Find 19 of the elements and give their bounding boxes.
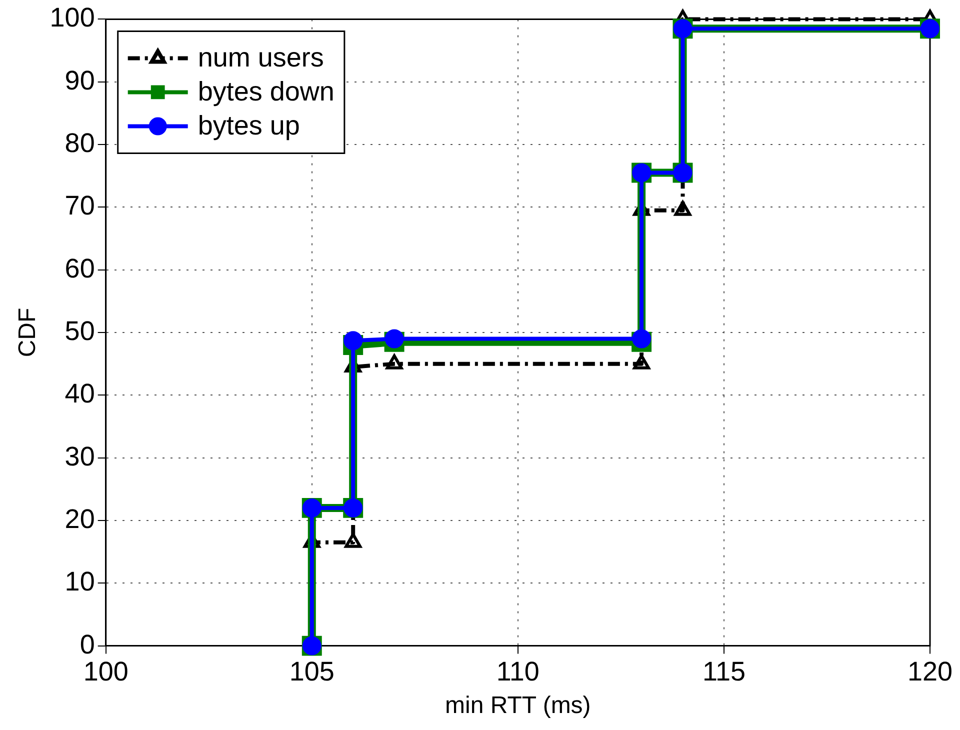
y-tick-label: 50 <box>64 316 95 346</box>
x-tick-label: 110 <box>496 656 540 686</box>
y-tick-label: 90 <box>64 65 95 96</box>
y-tick-label: 60 <box>64 253 95 284</box>
y-tick-label: 80 <box>64 128 95 158</box>
x-tick-label: 120 <box>907 656 953 686</box>
x-axis-title: min RTT (ms) <box>445 692 591 720</box>
x-tick-label: 115 <box>702 656 746 686</box>
y-tick-label: 30 <box>64 441 95 472</box>
legend-label: num users <box>198 42 324 73</box>
y-tick-label: 20 <box>64 504 95 534</box>
legend-label: bytes down <box>198 76 334 107</box>
y-tick-label: 100 <box>50 2 95 33</box>
y-axis-title: CDF <box>14 308 42 358</box>
y-tick-label: 10 <box>64 566 95 597</box>
legend-label: bytes up <box>198 110 300 141</box>
x-tick-label: 105 <box>289 656 334 686</box>
y-tick-label: 40 <box>64 378 95 409</box>
y-tick-label: 70 <box>64 190 95 221</box>
